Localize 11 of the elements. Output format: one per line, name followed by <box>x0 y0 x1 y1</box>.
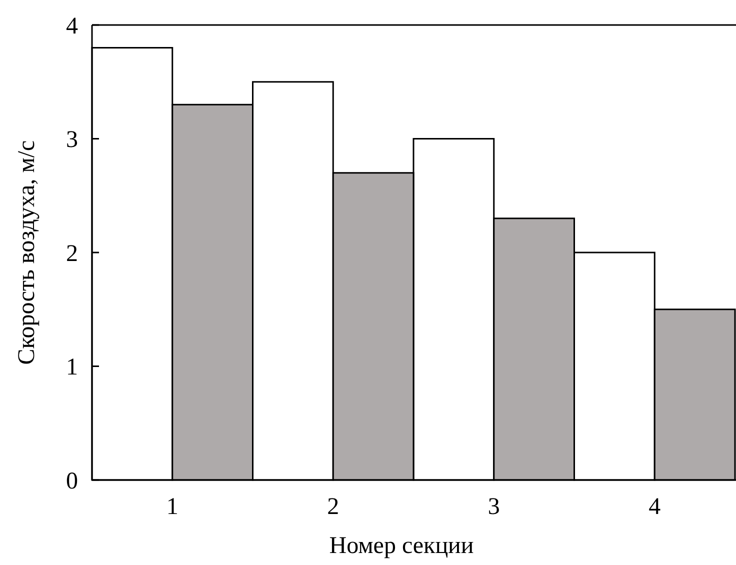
y-tick-label: 4 <box>66 13 78 40</box>
y-tick-label: 1 <box>66 354 78 381</box>
y-axis-title: Скорость воздуха, м/с <box>14 140 40 365</box>
y-tick-label: 2 <box>66 240 78 267</box>
x-tick-label: 3 <box>488 494 500 520</box>
x-axis-title: Номер секции <box>329 533 474 559</box>
x-tick-label: 4 <box>648 494 661 520</box>
y-tick-label: 3 <box>66 127 78 154</box>
x-tick-label: 2 <box>327 494 340 520</box>
x-tick-label: 1 <box>166 494 178 520</box>
y-tick-label: 0 <box>66 468 78 494</box>
